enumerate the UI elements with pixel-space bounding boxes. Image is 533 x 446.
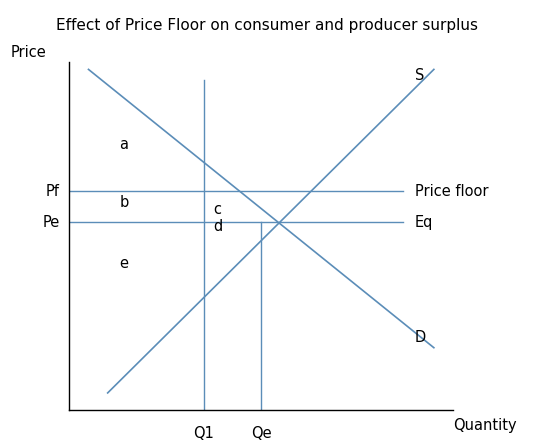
Text: a: a	[119, 137, 128, 153]
Text: Q1: Q1	[193, 426, 214, 441]
Text: Eq: Eq	[415, 215, 433, 230]
Text: Price floor: Price floor	[415, 184, 488, 198]
Text: D: D	[415, 330, 426, 346]
Text: b: b	[119, 195, 128, 210]
Text: Effect of Price Floor on consumer and producer surplus: Effect of Price Floor on consumer and pr…	[55, 18, 478, 33]
Text: Qe: Qe	[251, 426, 271, 441]
Text: Pe: Pe	[43, 215, 60, 230]
Text: S: S	[415, 68, 424, 83]
Text: c: c	[213, 202, 221, 217]
Text: Quantity: Quantity	[454, 417, 517, 433]
Text: e: e	[119, 256, 128, 271]
Text: Pf: Pf	[46, 184, 60, 198]
Text: d: d	[213, 219, 222, 234]
Text: Price: Price	[11, 45, 46, 60]
